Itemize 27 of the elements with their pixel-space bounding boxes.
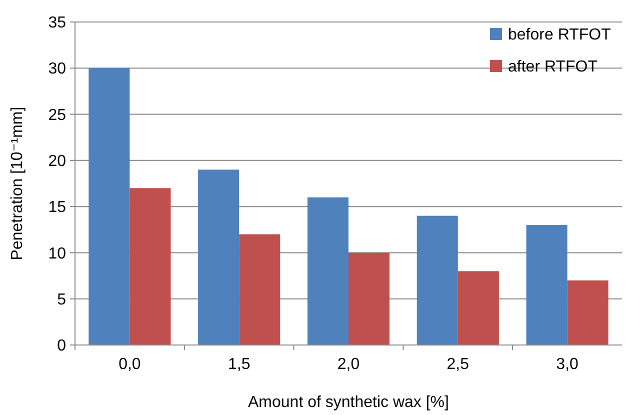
y-tick-label: 10 (48, 245, 66, 262)
y-tick-label: 25 (48, 106, 66, 124)
y-tick-label: 30 (48, 60, 66, 78)
y-tick-label: 20 (48, 153, 66, 170)
bar (416, 216, 458, 345)
bar (348, 252, 390, 345)
legend-label: before RTFOT (508, 26, 612, 44)
y-tick-label: 35 (48, 14, 66, 32)
x-tick-label: 1,5 (228, 356, 250, 373)
legend-label: after RTFOT (508, 58, 598, 76)
bar (239, 234, 280, 345)
x-tick-label: 2,0 (337, 356, 360, 373)
x-tick-label: 3,0 (556, 356, 579, 373)
y-tick-label: 5 (57, 291, 66, 308)
y-tick-label: 15 (48, 199, 66, 216)
x-axis-title: Amount of synthetic wax [%] (248, 394, 449, 411)
bar (198, 170, 240, 345)
y-axis-title: Penetration [10⁻¹mm] (9, 106, 26, 260)
bar (88, 68, 130, 345)
bar (130, 188, 171, 345)
y-tick-label: 0 (57, 338, 66, 355)
x-tick-label: 0,0 (118, 356, 141, 373)
bar (307, 197, 348, 345)
bar (458, 271, 499, 345)
x-tick-label: 2,5 (446, 356, 470, 373)
bar (526, 225, 568, 345)
bar (567, 280, 608, 345)
